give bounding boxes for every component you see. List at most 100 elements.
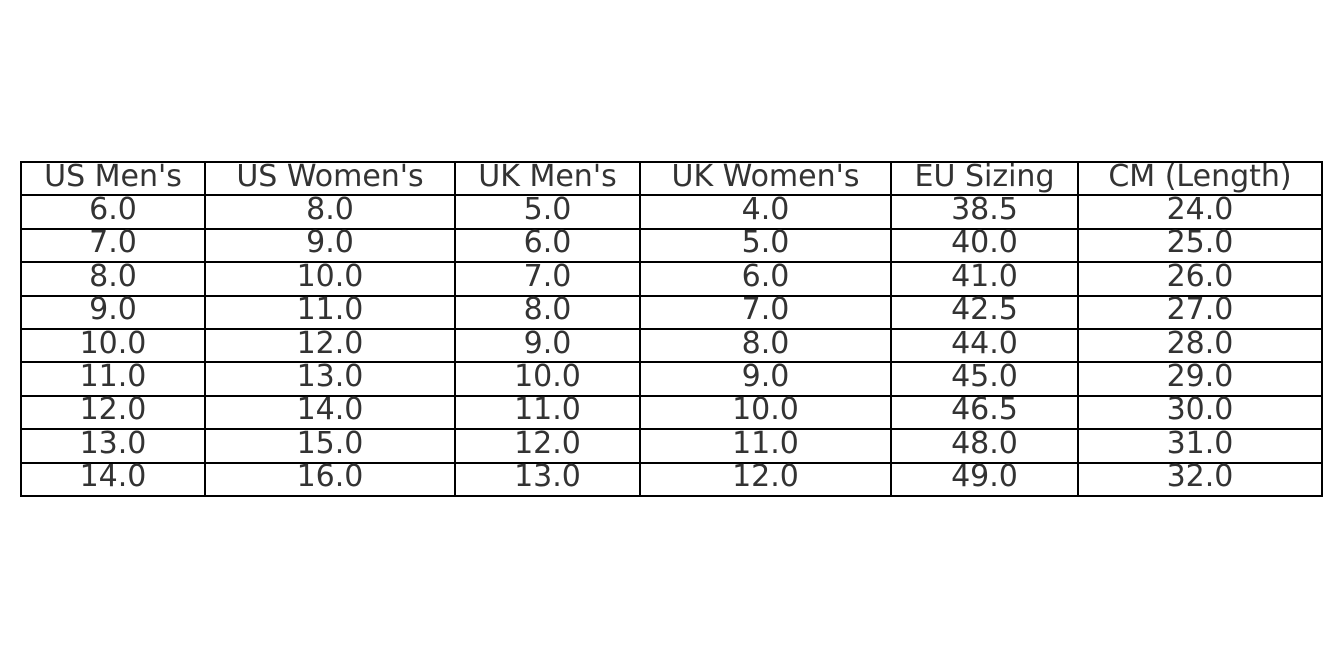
table-row: 11.0 13.0 10.0 9.0 45.0 29.0 (20, 359, 1323, 397)
table-cell: 10.0 (20, 325, 206, 364)
table-row: 13.0 15.0 12.0 11.0 48.0 31.0 (20, 425, 1323, 464)
cell-value: 12.0 (296, 325, 364, 361)
column-header: US Men's (20, 160, 206, 197)
table-row: 9.0 11.0 8.0 7.0 42.5 27.0 (20, 294, 1323, 330)
cell-value: 46.5 (951, 392, 1018, 428)
column-header-label: UK Men's (478, 158, 617, 194)
cell-value: 11.0 (296, 292, 364, 328)
table-cell: 29.0 (1077, 359, 1323, 397)
table-row: 8.0 10.0 7.0 6.0 41.0 26.0 (20, 258, 1323, 297)
table-cell: 11.0 (454, 394, 641, 431)
cell-value: 11.0 (79, 359, 147, 395)
cell-value: 6.0 (523, 225, 572, 261)
cell-value: 8.0 (523, 292, 572, 328)
column-header: CM (Length) (1077, 158, 1323, 197)
table-cell: 7.0 (20, 227, 206, 264)
table-cell: 8.0 (454, 294, 641, 330)
table-cell: 28.0 (1077, 325, 1323, 364)
table-cell: 11.0 (204, 294, 456, 330)
cell-value: 9.0 (741, 359, 790, 395)
cell-value: 6.0 (741, 258, 790, 294)
table-cell: 8.0 (20, 258, 206, 297)
column-header-label: US Women's (236, 158, 424, 194)
cell-value: 8.0 (741, 325, 790, 361)
cell-value: 14.0 (296, 392, 364, 428)
cell-value: 14.0 (79, 459, 147, 495)
cell-value: 4.0 (741, 192, 790, 228)
table-cell: 8.0 (639, 325, 892, 364)
table-cell: 9.0 (204, 227, 456, 264)
cell-value: 7.0 (523, 258, 572, 294)
cell-value: 28.0 (1166, 325, 1234, 361)
cell-value: 9.0 (89, 292, 137, 328)
table-cell: 46.5 (890, 394, 1079, 431)
table-row: 7.0 9.0 6.0 5.0 40.0 25.0 (20, 227, 1323, 264)
cell-value: 13.0 (296, 359, 364, 395)
cell-value: 41.0 (951, 258, 1018, 294)
table-cell: 42.5 (890, 294, 1079, 330)
cell-value: 5.0 (741, 225, 790, 261)
column-header: EU Sizing (890, 158, 1079, 197)
cell-value: 6.0 (89, 192, 137, 228)
cell-value: 24.0 (1166, 192, 1234, 228)
table-cell: 15.0 (204, 428, 456, 464)
cell-value: 44.0 (951, 325, 1018, 361)
table-cell: 10.0 (204, 261, 456, 297)
table-cell: 32.0 (1077, 461, 1323, 497)
cell-value: 7.0 (89, 225, 137, 261)
table-cell: 9.0 (454, 327, 641, 364)
table-cell: 11.0 (639, 425, 892, 464)
cell-value: 25.0 (1166, 225, 1234, 261)
table-cell: 38.5 (890, 192, 1079, 230)
table-cell: 7.0 (639, 294, 892, 330)
table-cell: 14.0 (204, 394, 456, 431)
cell-value: 13.0 (79, 425, 147, 461)
table-cell: 14.0 (20, 461, 206, 497)
column-header-label: CM (Length) (1108, 158, 1292, 194)
table-row: 6.0 8.0 5.0 4.0 38.5 24.0 (20, 192, 1323, 230)
column-header: US Women's (204, 158, 456, 197)
header-row: US Men's US Women's UK Men's UK Women's EU S… (20, 158, 1323, 197)
cell-value: 38.5 (951, 192, 1018, 228)
cell-value: 11.0 (514, 392, 581, 428)
cell-value: 5.0 (523, 192, 572, 228)
cell-value: 8.0 (306, 192, 354, 228)
table-cell: 6.0 (454, 227, 641, 264)
table-cell: 12.0 (204, 325, 456, 364)
table-cell: 16.0 (204, 461, 456, 497)
table-cell: 9.0 (20, 294, 206, 330)
table-cell: 49.0 (890, 461, 1079, 497)
cell-value: 9.0 (306, 225, 354, 261)
table-cell: 5.0 (454, 192, 641, 230)
cell-value: 27.0 (1166, 292, 1234, 328)
table-cell: 12.0 (20, 394, 206, 431)
cell-value: 10.0 (732, 392, 799, 428)
cell-value: 11.0 (732, 425, 799, 461)
table-row: 14.0 16.0 13.0 12.0 49.0 32.0 (20, 461, 1323, 497)
table-cell: 31.0 (1077, 425, 1323, 464)
column-header: UK Men's (454, 158, 641, 197)
column-header: UK Women's (639, 160, 892, 197)
cell-value: 30.0 (1166, 392, 1234, 428)
table-cell: 6.0 (639, 258, 892, 297)
cell-value: 32.0 (1166, 459, 1234, 495)
cell-value: 8.0 (89, 258, 137, 294)
table-cell: 12.0 (454, 428, 641, 464)
table-cell: 9.0 (639, 359, 892, 397)
table-cell: 11.0 (20, 359, 206, 397)
size-conversion-table: US Men's US Women's UK Men's UK Women's EU S… (20, 158, 1323, 497)
cell-value: 10.0 (79, 325, 147, 361)
table-cell: 27.0 (1077, 294, 1323, 330)
cell-value: 29.0 (1166, 359, 1234, 395)
table-cell: 8.0 (204, 192, 456, 230)
cell-value: 31.0 (1166, 425, 1234, 461)
cell-value: 13.0 (514, 459, 581, 495)
table-cell: 48.0 (890, 428, 1079, 464)
cell-value: 26.0 (1166, 258, 1234, 294)
table-cell: 30.0 (1077, 394, 1323, 431)
table-cell: 10.0 (454, 361, 641, 397)
cell-value: 12.0 (79, 392, 147, 428)
cell-value: 45.0 (951, 359, 1018, 395)
table-cell: 4.0 (639, 192, 892, 230)
column-header-label: EU Sizing (914, 158, 1055, 194)
